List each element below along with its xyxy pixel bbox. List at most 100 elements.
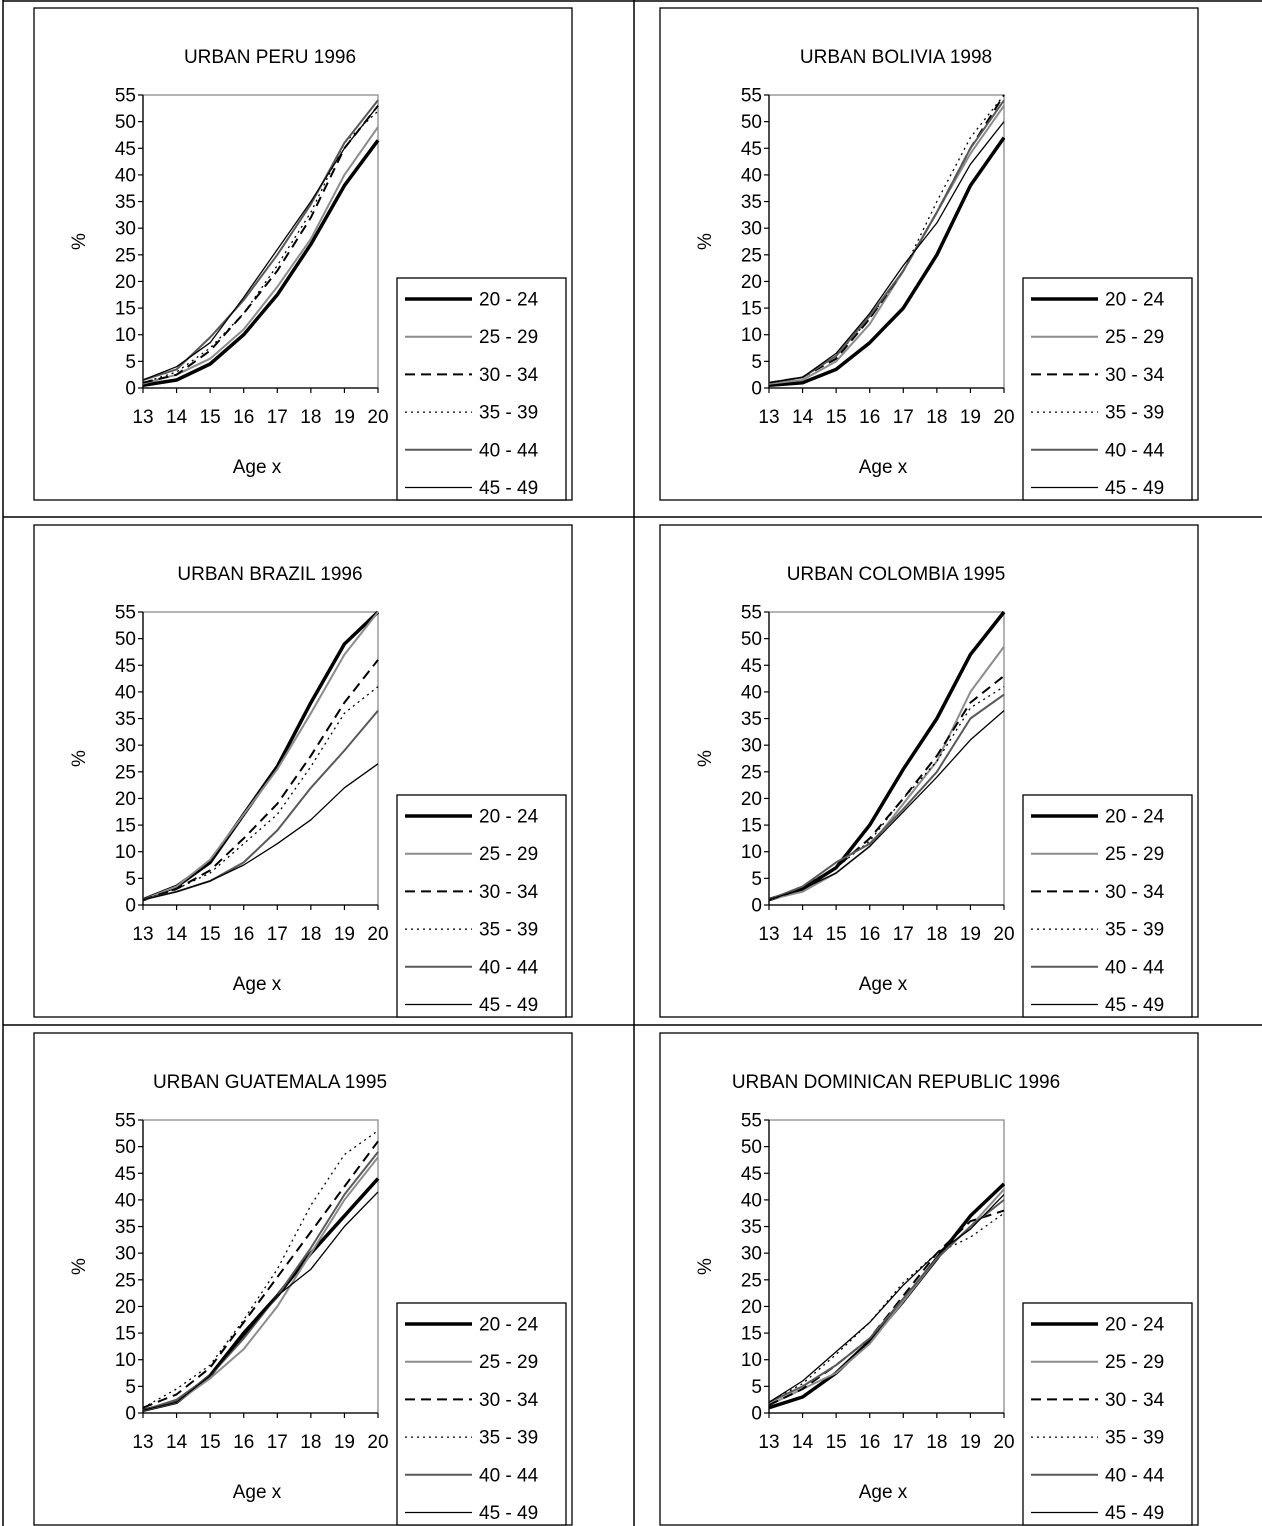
y-tick-label: 55 <box>741 603 762 624</box>
y-tick-label: 15 <box>115 299 136 320</box>
x-tick-label: 16 <box>233 407 254 428</box>
legend-label: 40 - 44 <box>1105 440 1165 461</box>
x-tick-label: 17 <box>893 1432 914 1453</box>
x-tick-label: 15 <box>826 924 847 945</box>
legend-label: 25 - 29 <box>1105 844 1164 865</box>
x-tick-label: 16 <box>859 1432 880 1453</box>
series-line <box>142 105 379 384</box>
chart-panel: URBAN DOMINICAN REPUBLIC 1996 0 5 10 15 20 25 3… <box>659 1032 1199 1526</box>
y-tick-label: 20 <box>115 1297 136 1318</box>
x-tick-label: 13 <box>132 924 153 945</box>
series-line <box>142 686 379 901</box>
chart-panel: URBAN COLOMBIA 1995 0 5 10 15 20 25 30 35 40 45 50 5… <box>659 524 1199 1018</box>
x-tick-label: 16 <box>233 924 254 945</box>
y-tick-label: 25 <box>115 762 136 783</box>
y-axis-label: % <box>69 750 90 767</box>
x-tick-label: 17 <box>267 1432 288 1453</box>
legend-label: 30 - 34 <box>479 365 539 386</box>
x-tick-label: 20 <box>367 1432 388 1453</box>
x-tick-label: 13 <box>132 407 153 428</box>
legend-label: 25 - 29 <box>1105 1352 1164 1373</box>
legend-label: 25 - 29 <box>1105 327 1164 348</box>
chart-panel: URBAN PERU 1996 0 5 10 15 20 25 30 35 40 45 50 55 13 1… <box>33 7 573 501</box>
x-axis-label: Age x <box>859 974 908 995</box>
legend-label: 40 - 44 <box>1105 1465 1165 1486</box>
x-tick-label: 16 <box>233 1432 254 1453</box>
y-tick-label: 0 <box>125 379 136 400</box>
y-tick-label: 40 <box>741 682 762 703</box>
x-tick-label: 17 <box>267 407 288 428</box>
legend-box <box>396 277 567 501</box>
x-tick-label: 19 <box>960 407 981 428</box>
x-tick-label: 17 <box>893 924 914 945</box>
y-tick-label: 35 <box>115 192 136 213</box>
x-tick-label: 18 <box>926 924 947 945</box>
y-tick-label: 5 <box>125 1377 136 1398</box>
y-tick-label: 30 <box>115 736 136 757</box>
y-axis-label: % <box>695 750 716 767</box>
legend-label: 30 - 34 <box>1105 365 1165 386</box>
y-tick-label: 25 <box>115 1270 136 1291</box>
legend-label: 45 - 49 <box>1105 478 1164 499</box>
series-line <box>768 94 1005 384</box>
y-tick-label: 0 <box>751 1404 762 1425</box>
y-tick-label: 5 <box>125 869 136 890</box>
x-tick-label: 14 <box>166 1432 188 1453</box>
series-line <box>142 1151 379 1412</box>
x-tick-label: 13 <box>132 1432 153 1453</box>
y-tick-label: 35 <box>115 1217 136 1238</box>
legend-label: 40 - 44 <box>1105 957 1165 978</box>
y-tick-label: 10 <box>741 842 762 863</box>
series-line <box>768 105 1005 385</box>
legend-label: 40 - 44 <box>479 1465 539 1486</box>
y-tick-label: 10 <box>115 325 136 346</box>
y-tick-label: 25 <box>115 245 136 266</box>
x-tick-label: 14 <box>792 924 814 945</box>
series-line <box>142 763 379 901</box>
y-tick-label: 5 <box>751 869 762 890</box>
y-tick-label: 50 <box>115 1137 136 1158</box>
legend-box <box>1022 277 1193 501</box>
legend-label: 20 - 24 <box>479 290 539 311</box>
x-axis-label: Age x <box>859 1482 908 1503</box>
legend-label: 35 - 39 <box>1105 920 1164 941</box>
x-tick-label: 18 <box>926 1432 947 1453</box>
chart-title: URBAN PERU 1996 <box>184 47 356 68</box>
x-tick-label: 14 <box>792 1432 814 1453</box>
x-tick-label: 20 <box>993 924 1014 945</box>
y-axis-label: % <box>695 233 716 250</box>
legend-label: 30 - 34 <box>1105 882 1165 903</box>
x-tick-label: 15 <box>200 407 221 428</box>
y-tick-label: 20 <box>741 1297 762 1318</box>
y-tick-label: 0 <box>125 1404 136 1425</box>
x-tick-label: 18 <box>300 407 321 428</box>
series-line <box>142 1130 379 1409</box>
y-tick-label: 40 <box>741 165 762 186</box>
series-line <box>142 139 380 388</box>
x-tick-label: 14 <box>792 407 814 428</box>
y-tick-label: 45 <box>115 1164 136 1185</box>
y-tick-label: 15 <box>741 299 762 320</box>
x-tick-label: 17 <box>893 407 914 428</box>
x-tick-label: 19 <box>960 924 981 945</box>
y-tick-label: 50 <box>115 112 136 133</box>
legend-label: 20 - 24 <box>479 1315 539 1336</box>
legend-box <box>1022 1302 1193 1526</box>
y-tick-label: 15 <box>115 816 136 837</box>
y-tick-label: 40 <box>741 1190 762 1211</box>
legend-label: 35 - 39 <box>1105 403 1164 424</box>
y-tick-label: 10 <box>115 1350 136 1371</box>
x-axis-label: Age x <box>859 457 908 478</box>
series-line <box>142 1191 379 1411</box>
y-tick-label: 30 <box>741 219 762 240</box>
chart-title: URBAN COLOMBIA 1995 <box>787 564 1006 585</box>
y-tick-label: 5 <box>751 1377 762 1398</box>
x-tick-label: 13 <box>758 924 779 945</box>
legend-box <box>396 1302 567 1526</box>
x-tick-label: 18 <box>300 1432 321 1453</box>
chart-panel: URBAN GUATEMALA 1995 0 5 10 15 20 25 30 35 40 45 50… <box>33 1032 573 1526</box>
legend-box <box>396 794 567 1018</box>
x-tick-label: 15 <box>826 1432 847 1453</box>
series-line <box>768 1194 1005 1403</box>
